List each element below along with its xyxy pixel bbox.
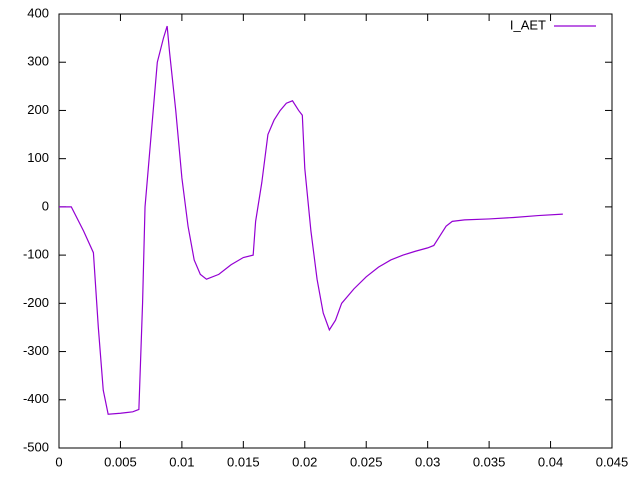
x-tick-label: 0.015 <box>227 454 260 469</box>
x-tick-label: 0.01 <box>169 454 194 469</box>
x-tick-label: 0.025 <box>350 454 383 469</box>
x-tick-label: 0.005 <box>104 454 137 469</box>
x-tick-label: 0.045 <box>596 454 629 469</box>
x-tick-label: 0.02 <box>292 454 317 469</box>
y-tick-label: 100 <box>27 150 49 165</box>
legend-label: I_AET <box>510 17 546 32</box>
x-tick-label: 0.03 <box>415 454 440 469</box>
y-tick-label: 300 <box>27 54 49 69</box>
x-tick-label: 0.04 <box>538 454 563 469</box>
y-tick-label: -400 <box>23 391 49 406</box>
data-line <box>59 25 563 415</box>
y-tick-label: -100 <box>23 247 49 262</box>
y-tick-label: 200 <box>27 102 49 117</box>
y-tick-label: 0 <box>42 198 49 213</box>
x-tick-label: 0 <box>55 454 62 469</box>
plot-border <box>58 13 613 449</box>
x-tick-label: 0.035 <box>473 454 506 469</box>
y-tick-label: -300 <box>23 343 49 358</box>
y-tick-label: -200 <box>23 295 49 310</box>
y-tick-label: -500 <box>23 439 49 454</box>
y-tick-label: 400 <box>27 5 49 20</box>
